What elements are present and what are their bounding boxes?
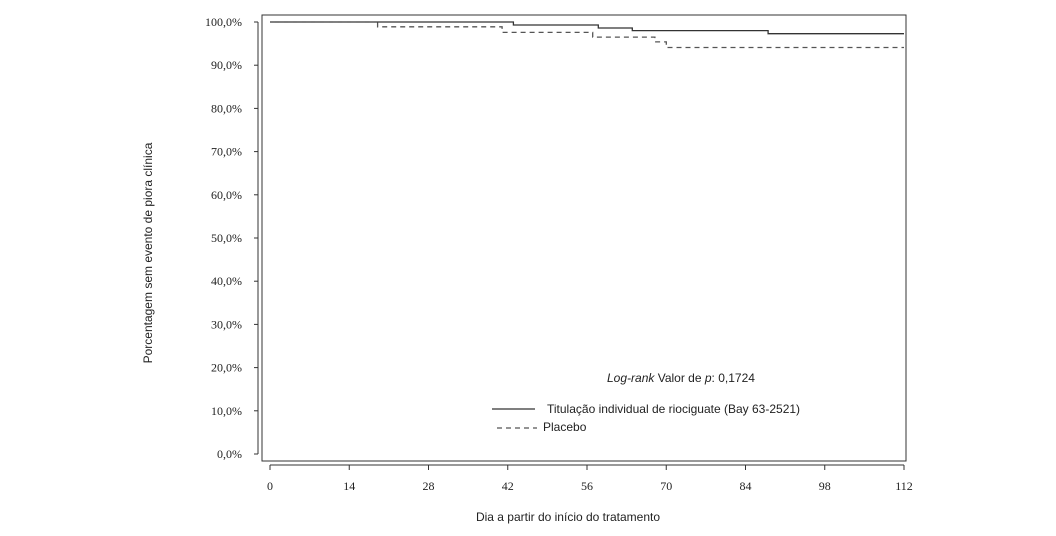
- pvalue-value: : 0,1724: [712, 371, 756, 385]
- series-line-placebo: [270, 21, 904, 49]
- y-tick-label: 40,0%: [211, 274, 242, 288]
- x-tick-label: 56: [581, 479, 593, 493]
- y-tick-label: 10,0%: [211, 404, 242, 418]
- x-tick-label: 42: [502, 479, 514, 493]
- y-tick-label: 80,0%: [211, 101, 242, 115]
- pvalue-prefix: Log-rank: [607, 371, 655, 385]
- series-group: [270, 21, 904, 49]
- x-tick-label: 98: [819, 479, 831, 493]
- y-tick-label: 60,0%: [211, 188, 242, 202]
- y-tick-label: 20,0%: [211, 361, 242, 375]
- series-line-riociguate: [270, 21, 904, 35]
- x-tick-label: 14: [343, 479, 355, 493]
- y-axis: 0,0% 10,0% 20,0% 30,0% 40,0% 50,0% 60,0% 70,0% 8…: [205, 15, 259, 461]
- y-tick-label: 0,0%: [217, 447, 242, 461]
- x-tick-label: 28: [423, 479, 435, 493]
- x-tick-label: 70: [660, 479, 672, 493]
- plot-frame: [261, 14, 907, 462]
- y-axis-title: Porcentagem sem evento de piora clínica: [141, 142, 155, 363]
- y-tick-label: 70,0%: [211, 145, 242, 159]
- x-axis: 0 14 28 42 56 70 84 98 112: [267, 464, 913, 493]
- x-axis-title: Dia a partir do início do tratamento: [476, 510, 660, 524]
- legend-label-riociguate: Titulação individual de riociguate (Bay …: [547, 402, 800, 416]
- legend: Titulação individual de riociguate (Bay …: [492, 402, 800, 434]
- y-tick-label: 50,0%: [211, 231, 242, 245]
- y-tick-label: 30,0%: [211, 317, 242, 331]
- y-tick-label: 100,0%: [205, 15, 242, 29]
- pvalue-annotation: Log-rank Valor de p: 0,1724: [607, 371, 755, 385]
- y-tick-label: 90,0%: [211, 58, 242, 72]
- x-tick-label: 0: [267, 479, 273, 493]
- x-tick-label: 112: [895, 479, 913, 493]
- pvalue-middle: Valor de: [654, 371, 704, 385]
- legend-label-placebo: Placebo: [543, 420, 587, 434]
- x-tick-label: 84: [740, 479, 752, 493]
- pvalue-p: p: [704, 371, 712, 385]
